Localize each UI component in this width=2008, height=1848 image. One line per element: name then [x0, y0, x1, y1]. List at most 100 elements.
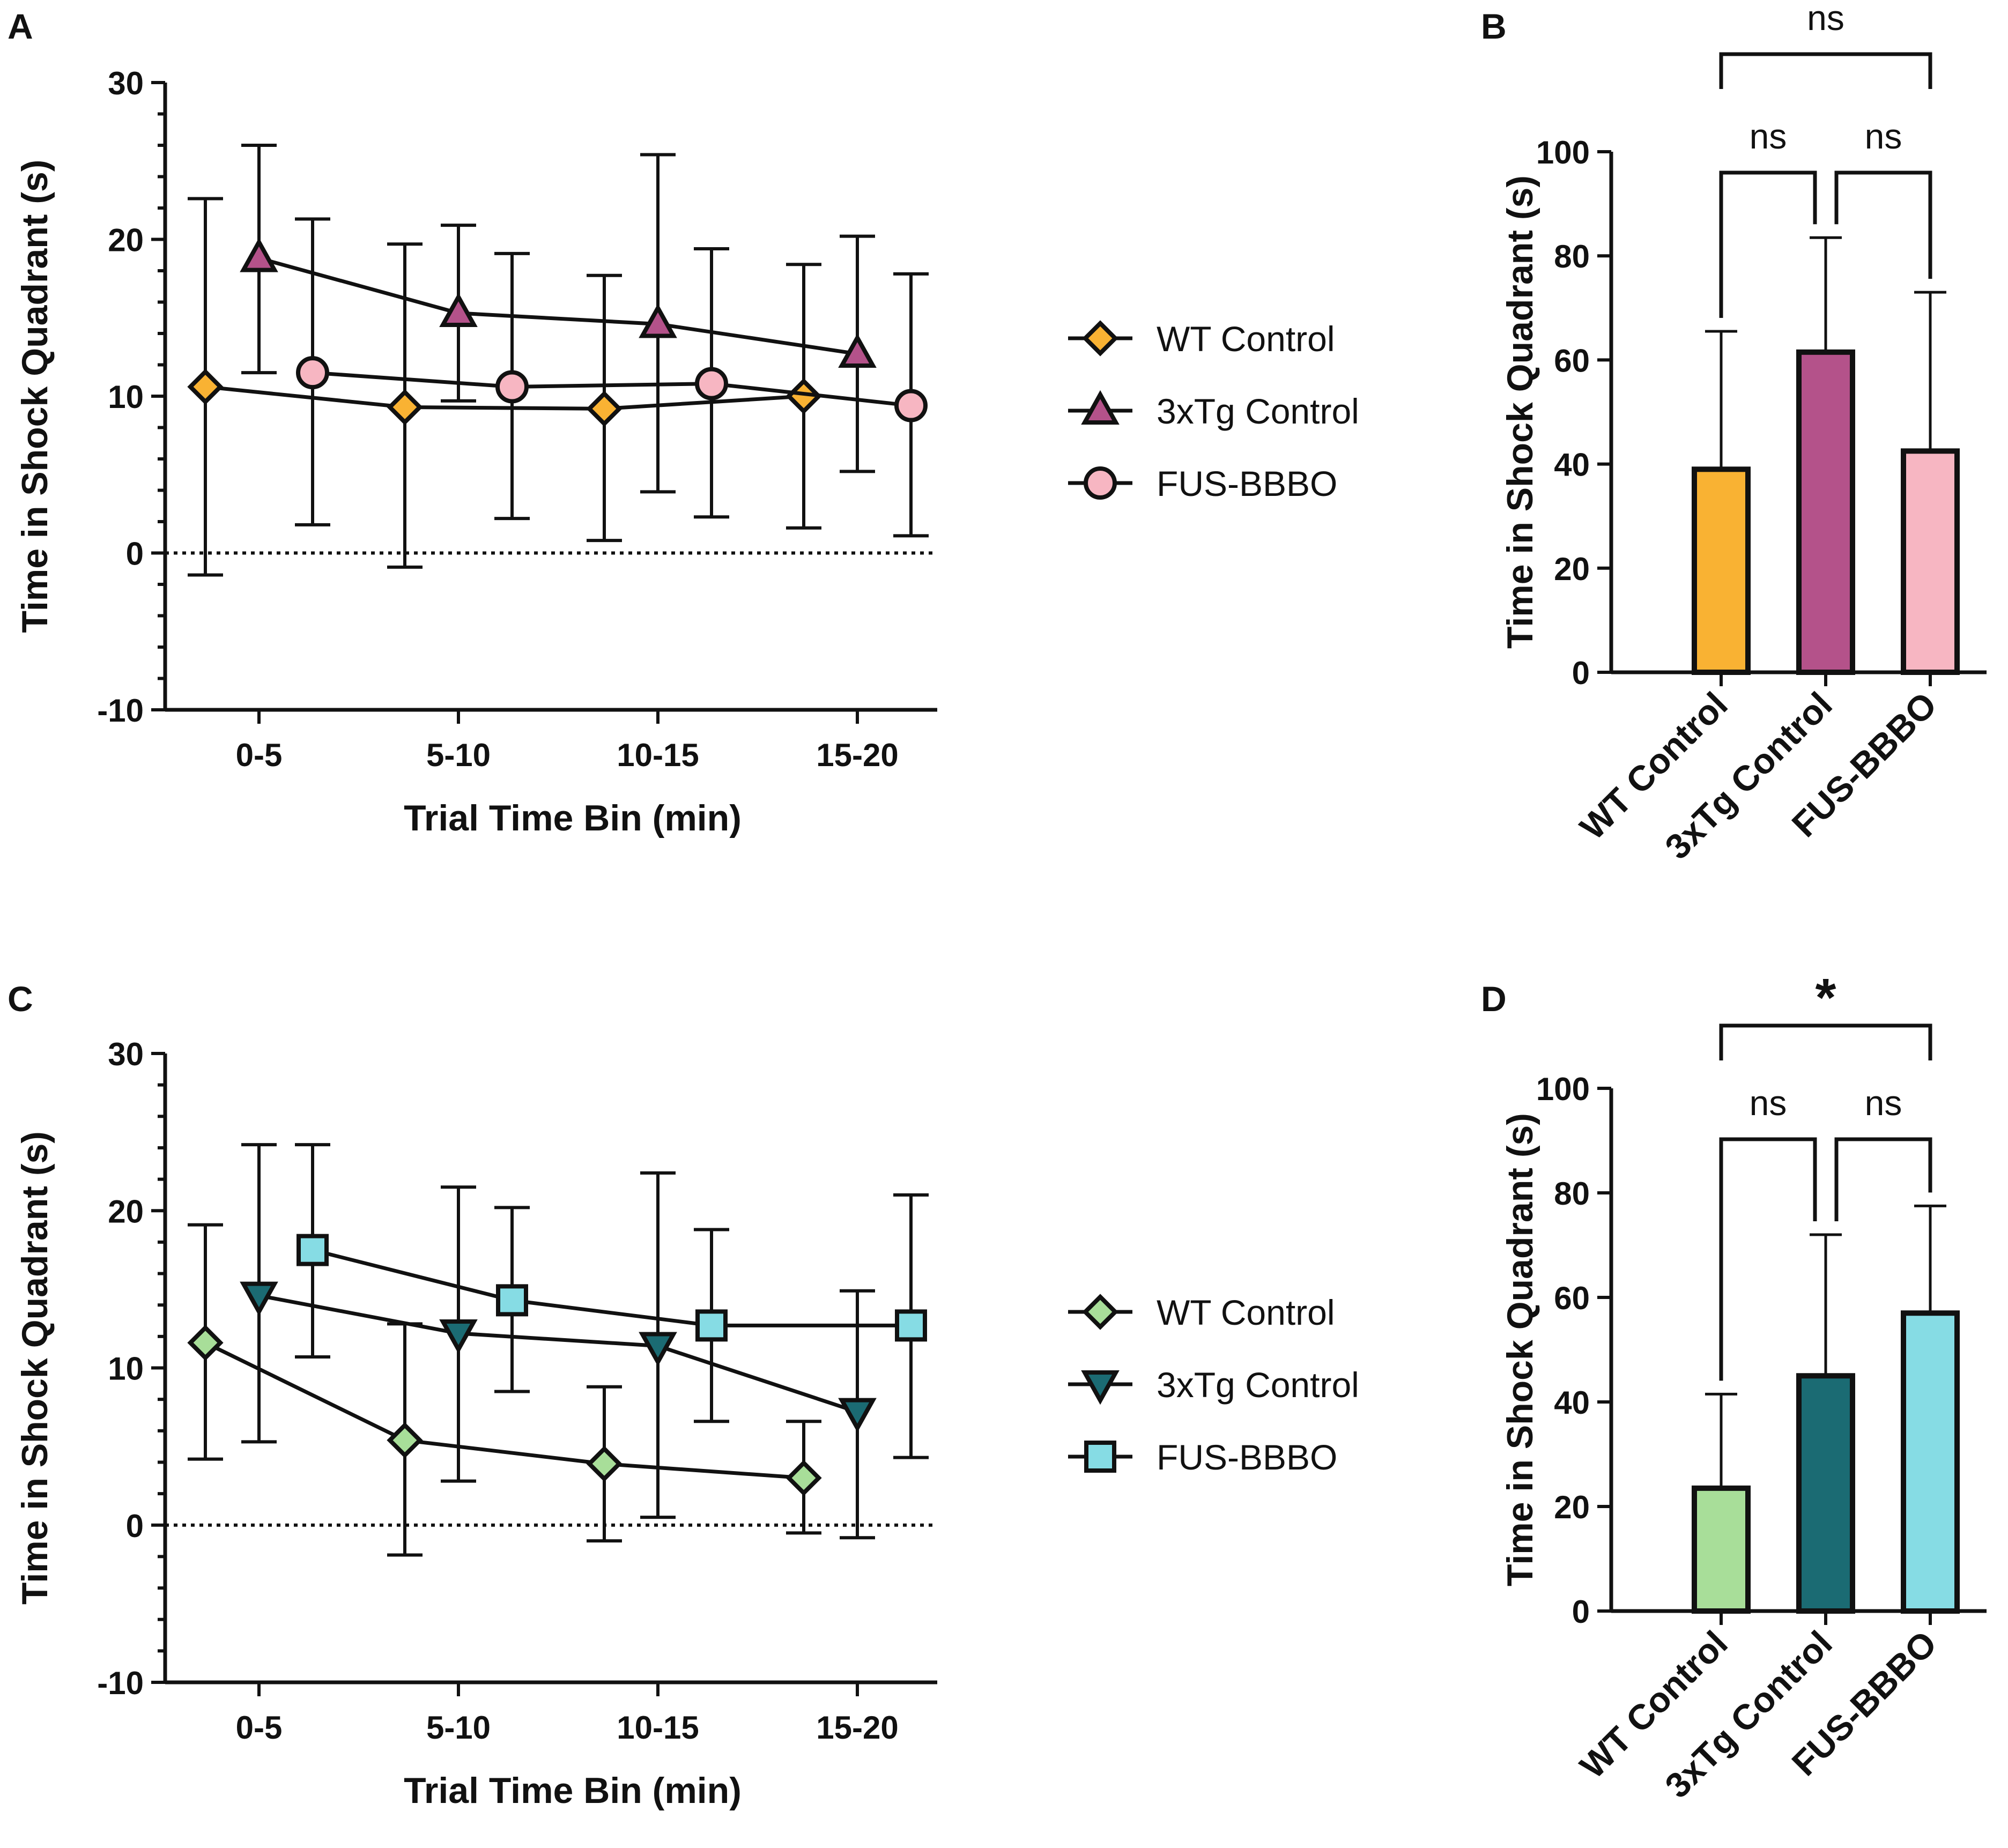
- significance-label: ns: [1750, 1083, 1787, 1123]
- panel-label-a: A: [8, 6, 33, 46]
- series-line: [258, 256, 858, 356]
- series-line: [312, 370, 912, 408]
- data-point-diamond: [786, 1460, 822, 1496]
- data-point-diamond: [586, 1445, 623, 1482]
- data-point-triangle-down: [838, 1398, 877, 1433]
- y-tick-label: 0: [126, 536, 144, 572]
- y-axis-title: Time in Shock Quadrant (s): [1500, 1113, 1540, 1586]
- y-tick-label: 100: [1536, 1071, 1590, 1107]
- y-axis-title: Time in Shock Quadrant (s): [1500, 175, 1540, 649]
- x-tick-label: 0-5: [236, 737, 283, 773]
- panel-label-d: D: [1481, 979, 1507, 1019]
- series-line: [258, 1294, 858, 1414]
- y-tick-label: 60: [1554, 343, 1590, 378]
- data-point-diamond: [187, 368, 224, 405]
- legend-label: WT Control: [1157, 1293, 1335, 1332]
- data-point-circle: [495, 370, 529, 404]
- significance-bracket: [1719, 52, 1932, 89]
- y-tick-label: 0: [1572, 1594, 1590, 1630]
- line-chart-panel-a: 30 20 10 0 -10 0-5 5-10 10-15 15-20 Trial Time Bi…: [14, 65, 1359, 838]
- x-tick-label: 15-20: [816, 737, 898, 773]
- panel-label-b: B: [1481, 6, 1507, 46]
- data-point-square: [297, 1234, 329, 1266]
- x-tick-label: 10-15: [617, 737, 699, 773]
- data-point-diamond: [387, 1422, 423, 1459]
- y-tick-label: 0: [1572, 655, 1590, 691]
- data-point-triangle-up: [240, 238, 278, 272]
- significance-label: ns: [1807, 0, 1844, 38]
- y-axis-title: Time in Shock Quadrant (s): [14, 1131, 55, 1605]
- legend-marker-diamond: [1082, 320, 1118, 357]
- bar: [1901, 1310, 1960, 1614]
- significance-label: *: [1816, 968, 1836, 1028]
- bar: [1796, 349, 1855, 675]
- y-tick-label: 20: [108, 1193, 144, 1229]
- legend-marker-diamond: [1082, 1294, 1118, 1330]
- panel-label-c: C: [8, 979, 33, 1019]
- legend-label: FUS-BBBO: [1157, 464, 1337, 503]
- y-tick-label: 20: [1554, 551, 1590, 587]
- y-tick-label: 40: [1554, 447, 1590, 483]
- data-point-triangle-up: [439, 292, 478, 327]
- data-point-square: [895, 1309, 927, 1342]
- y-tick-label: -10: [97, 693, 144, 729]
- legend-marker-triangle-down: [1081, 1370, 1120, 1405]
- y-tick-label: 80: [1554, 239, 1590, 274]
- data-point-circle: [296, 356, 329, 390]
- x-tick-label: 15-20: [816, 1710, 898, 1746]
- significance-bracket: [1719, 1023, 1932, 1060]
- data-point-diamond: [187, 1324, 224, 1361]
- y-tick-label: 20: [108, 222, 144, 258]
- legend-label: WT Control: [1157, 319, 1335, 359]
- bar: [1796, 1373, 1855, 1614]
- data-point-triangle-down: [240, 1281, 278, 1316]
- legend-marker-circle: [1084, 466, 1117, 500]
- data-point-circle: [695, 367, 728, 400]
- y-tick-label: 20: [1554, 1489, 1590, 1525]
- x-axis-title: Trial Time Bin (min): [404, 1770, 742, 1811]
- data-point-triangle-down: [639, 1332, 677, 1367]
- series-line: [204, 1341, 804, 1480]
- y-tick-label: 30: [108, 1036, 144, 1072]
- y-tick-label: 30: [108, 65, 144, 101]
- data-point-triangle-up: [838, 333, 877, 368]
- legend-label: FUS-BBBO: [1157, 1437, 1337, 1477]
- series-line: [312, 1248, 911, 1327]
- significance-label: ns: [1865, 116, 1902, 156]
- x-tick-label: 10-15: [617, 1710, 699, 1746]
- significance-bracket: [1719, 170, 1817, 318]
- x-tick-label: 5-10: [426, 737, 491, 773]
- data-point-square: [496, 1284, 528, 1317]
- data-point-triangle-down: [439, 1319, 478, 1354]
- significance-bracket: [1719, 1137, 1817, 1381]
- data-point-triangle-up: [639, 303, 677, 338]
- significance-label: ns: [1865, 1083, 1902, 1123]
- legend-label: 3xTg Control: [1157, 1365, 1359, 1405]
- legend-marker-square: [1084, 1441, 1116, 1473]
- legend-marker-triangle-up: [1081, 390, 1120, 425]
- significance-bracket: [1834, 1137, 1932, 1221]
- y-tick-label: 40: [1554, 1385, 1590, 1421]
- y-tick-label: 10: [108, 1351, 144, 1387]
- legend-label: 3xTg Control: [1157, 391, 1359, 431]
- data-point-circle: [894, 389, 928, 422]
- x-axis-title: Trial Time Bin (min): [404, 798, 742, 838]
- y-axis-title: Time in Shock Quadrant (s): [14, 160, 55, 633]
- series-line: [205, 384, 804, 411]
- y-tick-label: 80: [1554, 1176, 1590, 1212]
- data-point-diamond: [387, 389, 423, 426]
- significance-label: ns: [1750, 116, 1787, 156]
- x-tick-label: 5-10: [426, 1710, 491, 1746]
- data-point-square: [695, 1309, 728, 1342]
- bar: [1692, 466, 1751, 675]
- y-tick-label: -10: [97, 1665, 144, 1701]
- bar: [1692, 1485, 1751, 1614]
- y-tick-label: 100: [1536, 135, 1590, 170]
- y-tick-label: 0: [126, 1508, 144, 1544]
- bar: [1901, 448, 1960, 675]
- y-tick-label: 60: [1554, 1280, 1590, 1316]
- y-tick-label: 10: [108, 379, 144, 415]
